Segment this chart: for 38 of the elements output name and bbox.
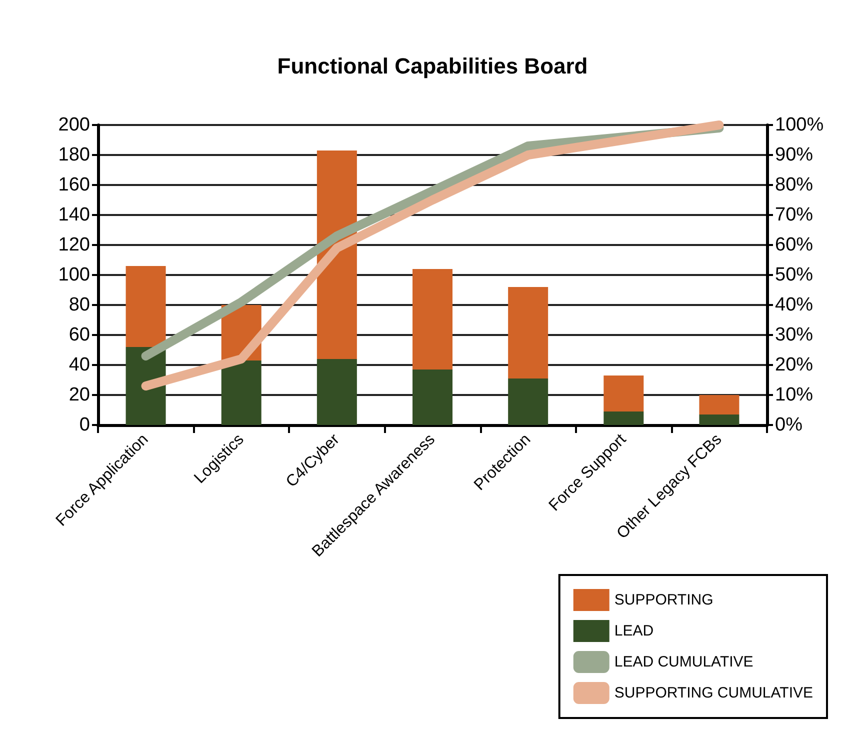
y2-tick-label: 80% (775, 174, 814, 196)
bar (508, 378, 548, 425)
y2-tick-label: 100% (775, 114, 824, 136)
y2-tick-label: 40% (775, 294, 814, 316)
chart-title: Functional Capabilities Board (277, 54, 588, 78)
legend-label: LEAD (614, 622, 654, 640)
bar (412, 370, 452, 425)
bar (126, 266, 166, 347)
legend-label: LEAD CUMULATIVE (614, 654, 754, 670)
y2-tick-label: 0% (775, 414, 803, 436)
legend-label: SUPPORTING (614, 592, 714, 608)
y-tick-label: 40 (68, 354, 90, 376)
bar (316, 359, 357, 425)
y2-tick-label: 10% (775, 384, 814, 406)
y2-tick-label: 60% (775, 234, 814, 256)
y-tick-label: 20 (68, 384, 90, 406)
y2-tick-label: 70% (775, 204, 814, 226)
bar (221, 360, 262, 425)
y-tick-label: 120 (58, 234, 90, 256)
bar (508, 287, 548, 378)
bar (699, 395, 740, 414)
y2-tick-label: 30% (775, 324, 814, 346)
y-tick-label: 140 (58, 204, 90, 226)
y-tick-label: 0 (79, 414, 90, 436)
y-tick-label: 100 (58, 264, 90, 286)
bar (699, 414, 740, 425)
y2-tick-label: 50% (775, 264, 814, 286)
y2-tick-label: 20% (775, 354, 814, 376)
y-tick-label: 160 (58, 174, 90, 196)
y2-tick-label: 90% (775, 144, 814, 166)
legend-label: SUPPORTING CUMULATIVE (614, 684, 813, 702)
bar (604, 376, 644, 412)
y-tick-label: 200 (58, 114, 90, 136)
bar (412, 269, 452, 370)
y-tick-label: 60 (68, 324, 90, 346)
y-tick-label: 180 (58, 144, 90, 166)
y-tick-label: 80 (68, 294, 90, 316)
bar (604, 412, 644, 425)
